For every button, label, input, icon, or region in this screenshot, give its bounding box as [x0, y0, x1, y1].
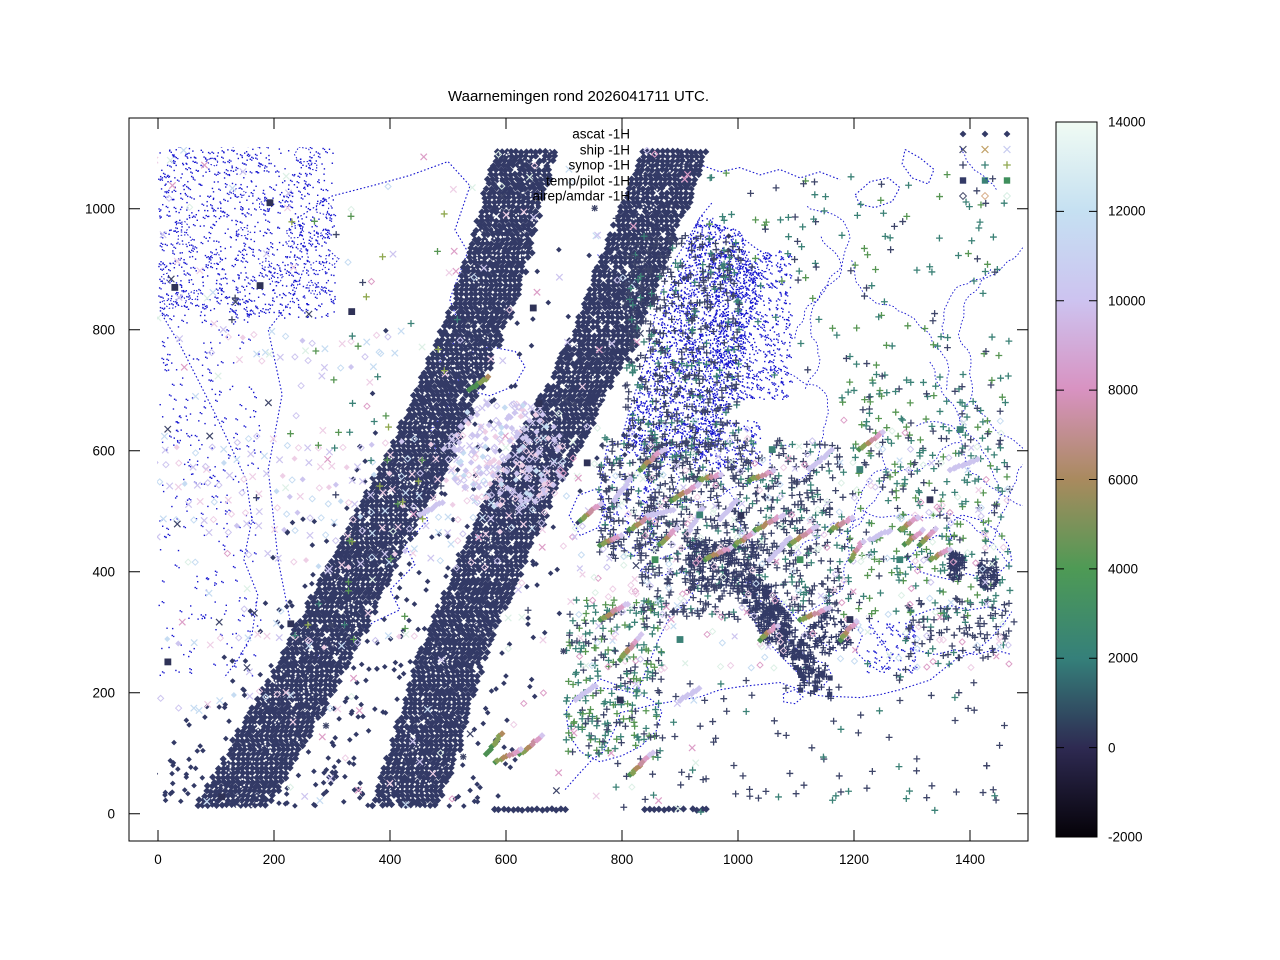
legend-label-temp-pilot-H: temp/pilot -1H	[545, 173, 630, 188]
y-tick-label: 200	[92, 685, 115, 701]
x-tick-label: 0	[154, 852, 162, 867]
x-tick-label: 200	[262, 852, 286, 867]
x-tick-label: 1400	[954, 852, 986, 867]
y-tick-label: 0	[107, 806, 115, 822]
x-tick-label: 800	[610, 852, 634, 867]
colorbar-tick-label: 6000	[1108, 472, 1139, 487]
y-tick-label: 400	[92, 564, 115, 580]
y-tick-label: 600	[92, 443, 115, 459]
x-tick-label: 1200	[838, 852, 870, 867]
colorbar-tick-label: 8000	[1108, 382, 1139, 398]
legend-label-synop-H: synop -1H	[568, 157, 630, 173]
colorbar-tick-label: 12000	[1108, 203, 1146, 219]
colorbar-tick-label: 2000	[1108, 650, 1139, 666]
colorbar-tick-label: 10000	[1108, 293, 1146, 309]
legend-label-airep-amdar-H: airep/amdar -1H	[532, 188, 630, 204]
colorbar-tick-label: -2000	[1108, 829, 1143, 845]
x-tick-label: 400	[378, 852, 402, 867]
legend-label-ship-H: ship -1H	[579, 142, 630, 157]
x-tick-label: 600	[494, 852, 518, 867]
x-tick-label: 1000	[722, 852, 754, 867]
chart-title: Waarnemingen rond 2026041711 UTC.	[448, 88, 709, 105]
colorbar-tick-label: 0	[1108, 740, 1116, 756]
legend-label-ascat-H: ascat -1H	[572, 126, 630, 142]
y-tick-label: 1000	[84, 201, 115, 217]
y-tick-label: 800	[92, 322, 115, 338]
colorbar-tick-label: 14000	[1108, 114, 1146, 130]
colorbar-tick-label: 4000	[1108, 561, 1139, 577]
